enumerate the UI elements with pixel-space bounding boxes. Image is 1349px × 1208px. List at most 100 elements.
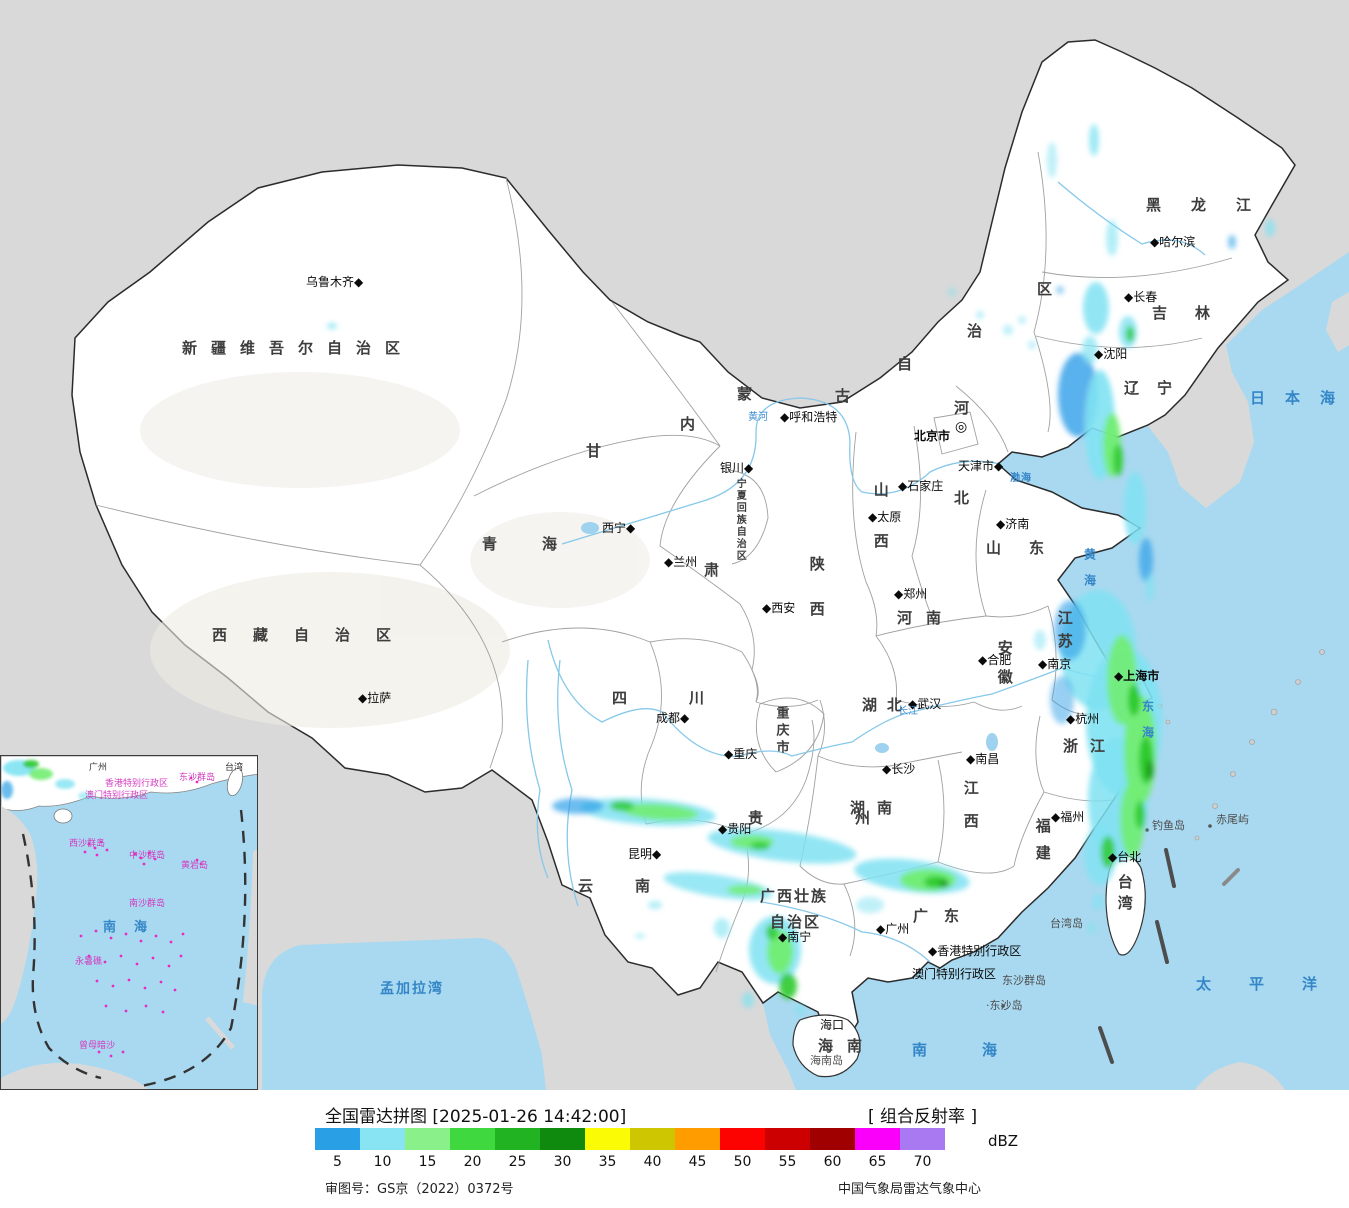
dbz-color-scale: 5 10 15 20 25 30 35 40 45 50 55 60 65 70	[315, 1128, 945, 1170]
product-type-label: [ 组合反射率 ]	[868, 1107, 978, 1127]
province-label-hunan: 湖南	[850, 799, 905, 817]
city-label-shenyang: ◆沈阳	[1094, 347, 1128, 361]
province-label-henan: 河南	[897, 609, 956, 627]
scale-step: 35	[585, 1128, 630, 1170]
scale-value: 40	[643, 1154, 662, 1170]
scale-value: 35	[598, 1154, 617, 1170]
scale-swatch	[405, 1128, 450, 1150]
province-label-fujian: 福建	[1033, 818, 1052, 872]
luzon-corner	[1195, 1062, 1285, 1090]
city-label-yinchuan: 银川◆	[720, 461, 754, 475]
province-label-jiangxi: 江西	[961, 780, 980, 846]
scale-step: 30	[540, 1128, 585, 1170]
china-outline	[71, 39, 1296, 1049]
city-label-guiyang: ◆贵阳	[718, 822, 752, 836]
sea-label-huanghai: 黄海	[1082, 548, 1097, 600]
city-label-hefei: ◆合肥	[978, 653, 1012, 667]
province-label-shandong: 山东	[986, 539, 1073, 557]
scale-value: 55	[778, 1154, 797, 1170]
inset-luzon	[243, 849, 257, 1006]
scale-swatch	[855, 1128, 900, 1150]
east-sea-area	[763, 252, 1349, 1090]
scale-step: 5	[315, 1128, 360, 1170]
city-label-tianjin: 天津市◆	[958, 459, 1004, 473]
inset-label-xisha: 西沙群岛	[69, 839, 106, 849]
sea-label-donghai: 东海	[1140, 700, 1155, 752]
city-label-nanning: ◆南宁	[778, 930, 812, 944]
island-label-dongshaqundao: 东沙群岛	[1002, 974, 1046, 987]
province-label-chongqing: 重庆市	[773, 706, 789, 757]
sea-label-ribenhai: 日本海	[1250, 389, 1349, 407]
inset-label-nansha: 南沙群岛	[129, 899, 166, 909]
city-label-chongqing: ◆重庆	[724, 747, 758, 761]
scale-step: 65	[855, 1128, 900, 1170]
island-label-taiwandao: 台湾岛	[1050, 917, 1083, 930]
scale-value: 5	[333, 1154, 342, 1170]
province-label-neimenggu-4: 自	[897, 355, 913, 373]
inset-label-aomen: 澳门特别行政区	[85, 791, 149, 801]
province-label-neimenggu-6: 区	[1037, 280, 1053, 298]
river-label-huanghe: 黄河	[748, 412, 768, 423]
japan-sliver	[1326, 292, 1349, 352]
scale-swatch	[810, 1128, 855, 1150]
city-label-shanghai: ◆上海市	[1114, 669, 1160, 683]
city-label-kunming: 昆明◆	[628, 847, 662, 861]
city-label-haikou: 海口	[820, 1018, 845, 1032]
city-label-xining: 西宁◆	[602, 521, 636, 535]
province-label-neimenggu-2: 蒙	[737, 385, 753, 403]
scale-step: 70	[900, 1128, 945, 1170]
province-label-neimenggu-3: 古	[835, 387, 851, 405]
south-china-sea-inset: 广州 台湾 香港特别行政区 澳门特别行政区 东沙群岛 西沙群岛 中沙群岛 黄岩岛…	[0, 755, 258, 1090]
city-label-changchun: ◆长春	[1124, 290, 1158, 304]
inset-label-guangzhou: 广州	[89, 763, 108, 773]
bay-of-bengal	[261, 938, 546, 1090]
scale-step: 55	[765, 1128, 810, 1170]
island-label-diaoyudao: 钓鱼岛	[1152, 819, 1185, 832]
sea-label-taipingyang: 太平洋	[1196, 975, 1349, 993]
scale-step: 40	[630, 1128, 675, 1170]
inset-label-xianggang: 香港特别行政区	[105, 779, 169, 789]
city-label-nanchang: ◆南昌	[966, 752, 1000, 766]
scale-step: 20	[450, 1128, 495, 1170]
city-label-lanzhou: ◆兰州	[664, 555, 698, 569]
city-label-taibei: ◆台北	[1108, 850, 1142, 864]
inset-radar-echoes	[1, 760, 92, 800]
scale-swatch	[630, 1128, 675, 1150]
scale-step: 15	[405, 1128, 450, 1170]
scale-value: 65	[868, 1154, 887, 1170]
province-label-guizhou: 贵州	[748, 809, 963, 827]
province-label-anhui: 安徽	[995, 640, 1014, 698]
scale-swatch	[450, 1128, 495, 1150]
inset-taiwan	[226, 767, 244, 797]
city-label-zhengzhou: ◆郑州	[894, 587, 928, 601]
scale-swatch	[315, 1128, 360, 1150]
scale-swatch	[675, 1128, 720, 1150]
province-label-guangdong: 广东	[913, 907, 976, 925]
province-label-guangxi-1: 广西壮族	[760, 887, 829, 905]
inset-basemap	[1, 756, 257, 1089]
island-label-hainandao: 海南岛	[810, 1054, 843, 1067]
province-label-hubei: 湖北	[862, 696, 913, 714]
province-label-neimenggu-1: 内	[680, 415, 696, 433]
city-label-taiyuan: ◆太原	[868, 510, 902, 524]
province-label-xizang: 西藏自治区	[212, 626, 418, 644]
scale-swatch	[585, 1128, 630, 1150]
province-label-shanxi: 山西	[871, 482, 890, 584]
city-label-haerbin: ◆哈尔滨	[1150, 235, 1196, 249]
province-label-zhejiang: 浙江	[1063, 737, 1118, 755]
province-label-hebei-2: 北	[954, 489, 970, 507]
city-label-lasa: ◆拉萨	[358, 691, 392, 705]
scale-step: 25	[495, 1128, 540, 1170]
sea-label-nanhai: 南海	[912, 1041, 1053, 1059]
city-label-jinan: ◆济南	[996, 517, 1030, 531]
inset-label-zhongsha: 中沙群岛	[129, 851, 166, 861]
hainan-island	[792, 1014, 861, 1078]
island-label-chiweiyu: 赤尾屿	[1216, 813, 1249, 826]
scale-value: 60	[823, 1154, 842, 1170]
island-label-dongshadao: ·东沙岛	[986, 999, 1023, 1012]
inset-label-yongshu: 永暑礁	[75, 957, 103, 967]
inset-label-nanhai: 南海	[103, 920, 166, 935]
inset-label-taiwan: 台湾	[225, 763, 244, 773]
inset-label-dongsha: 东沙群岛	[179, 773, 216, 783]
city-label-beijing: 北京市	[914, 429, 951, 443]
